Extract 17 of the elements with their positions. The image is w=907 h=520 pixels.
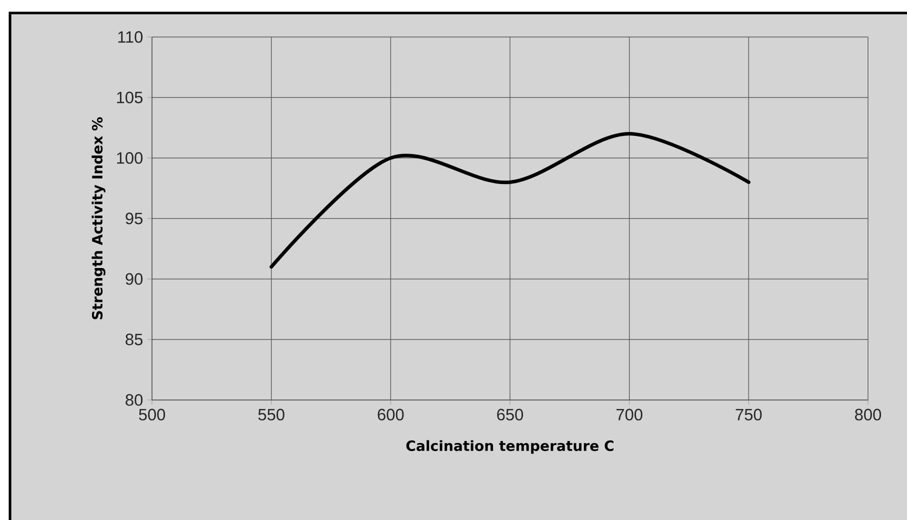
x-tick-label: 700 (616, 408, 642, 420)
x-tick-label: 600 (378, 408, 404, 420)
y-axis-title: Strength Activity Index % (92, 117, 106, 320)
y-tick-label: 90 (126, 273, 143, 285)
x-tick-label: 750 (736, 408, 762, 420)
x-tick-label: 650 (497, 408, 524, 420)
y-tick-label: 100 (117, 152, 143, 164)
x-tick-label: 500 (138, 408, 166, 420)
line-series (270, 132, 750, 269)
y-tick-label: 80 (126, 394, 143, 406)
y-tick-label: 85 (126, 334, 142, 346)
x-axis-title: Calcination temperature C (406, 440, 614, 454)
x-tick-label: 800 (855, 408, 882, 420)
y-tick-label: 105 (117, 92, 142, 104)
y-tick-label: 110 (118, 31, 143, 43)
y-tick-label: 95 (126, 212, 142, 224)
x-tick-label: 550 (258, 408, 284, 420)
